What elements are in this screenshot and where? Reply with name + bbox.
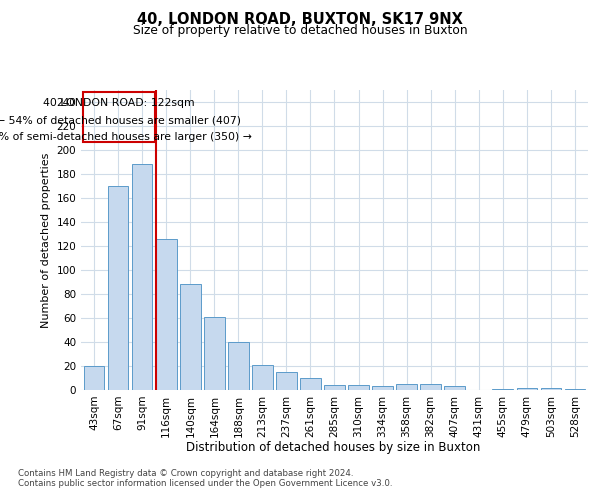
Text: 46% of semi-detached houses are larger (350) →: 46% of semi-detached houses are larger (… <box>0 132 252 142</box>
Text: Contains public sector information licensed under the Open Government Licence v3: Contains public sector information licen… <box>18 478 392 488</box>
Y-axis label: Number of detached properties: Number of detached properties <box>41 152 51 328</box>
Bar <box>180 284 200 390</box>
Bar <box>373 386 393 390</box>
Bar <box>83 92 155 142</box>
Bar <box>300 378 320 390</box>
Bar <box>517 388 537 390</box>
Bar <box>397 384 417 390</box>
Bar <box>493 389 513 390</box>
Bar <box>132 164 152 390</box>
Bar <box>421 384 441 390</box>
Bar <box>565 389 585 390</box>
Bar <box>108 186 128 390</box>
Bar <box>445 386 465 390</box>
Text: Size of property relative to detached houses in Buxton: Size of property relative to detached ho… <box>133 24 467 37</box>
Text: Distribution of detached houses by size in Buxton: Distribution of detached houses by size … <box>186 441 480 454</box>
Bar <box>252 365 272 390</box>
Bar <box>276 372 296 390</box>
Bar <box>349 385 369 390</box>
Text: 40 LONDON ROAD: 122sqm: 40 LONDON ROAD: 122sqm <box>43 98 194 108</box>
Bar <box>204 317 224 390</box>
Bar <box>156 239 176 390</box>
Bar <box>541 388 561 390</box>
Text: ← 54% of detached houses are smaller (407): ← 54% of detached houses are smaller (40… <box>0 115 241 125</box>
Text: 40, LONDON ROAD, BUXTON, SK17 9NX: 40, LONDON ROAD, BUXTON, SK17 9NX <box>137 12 463 28</box>
Bar <box>84 366 104 390</box>
Bar <box>324 385 345 390</box>
Bar <box>228 342 248 390</box>
Text: Contains HM Land Registry data © Crown copyright and database right 2024.: Contains HM Land Registry data © Crown c… <box>18 468 353 477</box>
